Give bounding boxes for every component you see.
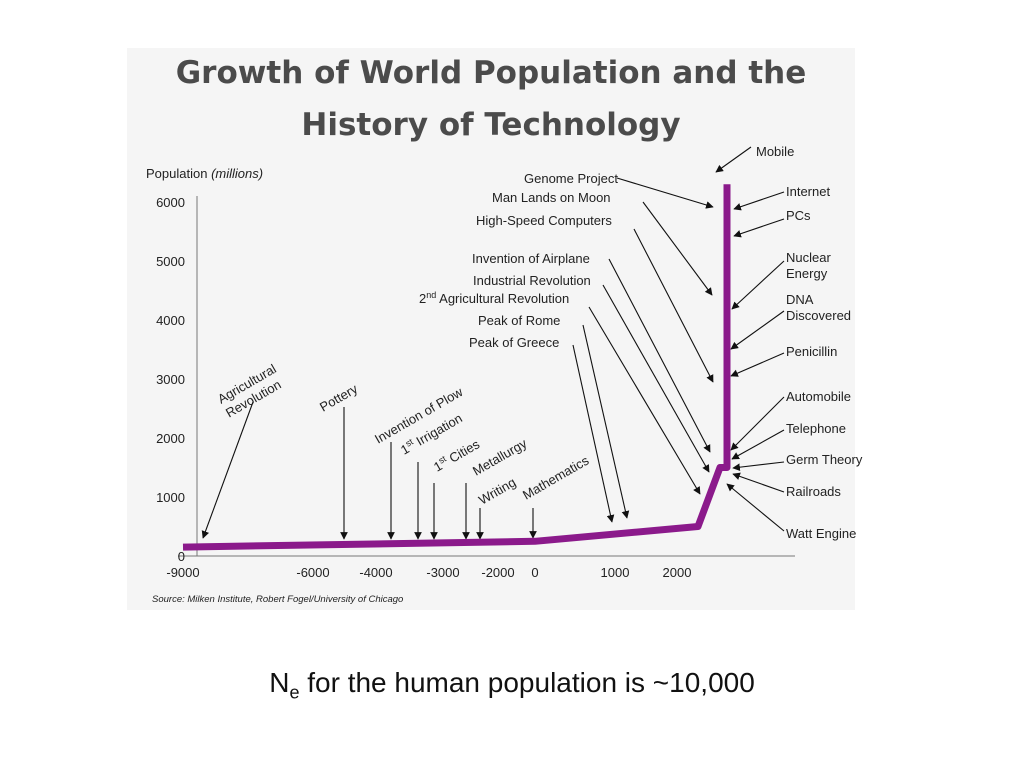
event-label: Genome Project xyxy=(524,171,618,186)
event-arrow xyxy=(732,461,785,472)
chart-title-line-2: History of Technology xyxy=(301,107,681,143)
x-tick-label: -3000 xyxy=(426,565,459,580)
event-arrow xyxy=(730,310,785,350)
event-label: Penicillin xyxy=(786,344,837,359)
x-tick-label: -6000 xyxy=(296,565,329,580)
event-label: PCs xyxy=(786,208,811,223)
event-arrow xyxy=(731,260,785,310)
event-arrow xyxy=(731,429,785,460)
caption-ne-symbol: N xyxy=(269,667,290,698)
event-arrow xyxy=(715,146,752,173)
y-tick-label: 5000 xyxy=(156,254,185,269)
event-label: High-Speed Computers xyxy=(476,213,612,228)
x-tick-label: 0 xyxy=(531,565,538,580)
event-label: Railroads xyxy=(786,484,841,499)
event-arrow xyxy=(588,306,701,495)
event-label: Writing xyxy=(476,474,518,507)
y-axis-label: Population (millions) xyxy=(146,166,263,181)
y-tick-label: 2000 xyxy=(156,431,185,446)
population-series-line xyxy=(182,184,731,551)
event-label: Watt Engine xyxy=(786,526,856,541)
caption: Ne for the human population is ~10,000 xyxy=(0,667,1024,704)
event-label: Invention of Airplane xyxy=(472,251,590,266)
event-arrow xyxy=(616,177,714,209)
y-tick-label: 3000 xyxy=(156,372,185,387)
event-label: 2nd Agricultural Revolution xyxy=(419,290,569,306)
event-arrow xyxy=(572,344,615,523)
event-label: Industrial Revolution xyxy=(473,273,591,288)
event-arrow xyxy=(732,472,785,493)
event-label: Internet xyxy=(786,184,830,199)
event-arrow xyxy=(730,352,785,377)
event-arrow xyxy=(582,324,630,519)
event-label: Nuclear Energy xyxy=(786,250,831,281)
x-tick-label: 2000 xyxy=(663,565,692,580)
x-tick-label: -2000 xyxy=(481,565,514,580)
caption-text: for the human population is ~10,000 xyxy=(299,667,755,698)
event-arrow xyxy=(730,396,785,451)
event-label: Telephone xyxy=(786,421,846,436)
caption-ne-subscript: e xyxy=(289,682,300,703)
event-label: Automobile xyxy=(786,389,851,404)
event-arrow xyxy=(602,284,710,473)
event-label: Peak of Rome xyxy=(478,313,560,328)
chart-title-line-1: Growth of World Population and the xyxy=(175,55,807,91)
event-arrow xyxy=(201,401,254,539)
event-label: AgriculturalRevolution xyxy=(215,361,287,420)
event-label: Mathematics xyxy=(520,453,592,503)
event-label: Pottery xyxy=(317,381,361,415)
y-tick-label: 6000 xyxy=(156,195,185,210)
y-tick-label: 1000 xyxy=(156,490,185,505)
event-label: Metallurgy xyxy=(470,435,530,478)
source-note: Source: Milken Institute, Robert Fogel/U… xyxy=(152,594,403,605)
event-label: DNA Discovered xyxy=(786,292,851,323)
event-arrow xyxy=(608,258,711,453)
event-arrow xyxy=(733,191,785,211)
event-label: Germ Theory xyxy=(786,452,863,467)
y-tick-label: 4000 xyxy=(156,313,185,328)
event-label: Man Lands on Moon xyxy=(492,190,611,205)
y-tick-label: 0 xyxy=(178,549,185,564)
chart-image-panel xyxy=(127,48,855,610)
event-arrow xyxy=(733,218,785,238)
x-tick-label: 1000 xyxy=(601,565,630,580)
event-arrow xyxy=(726,483,785,532)
event-arrow xyxy=(642,201,713,296)
event-label: Mobile xyxy=(756,144,794,159)
event-arrow xyxy=(633,228,714,383)
event-label: Peak of Greece xyxy=(469,335,559,350)
x-tick-label: -4000 xyxy=(359,565,392,580)
x-tick-label: -9000 xyxy=(166,565,199,580)
